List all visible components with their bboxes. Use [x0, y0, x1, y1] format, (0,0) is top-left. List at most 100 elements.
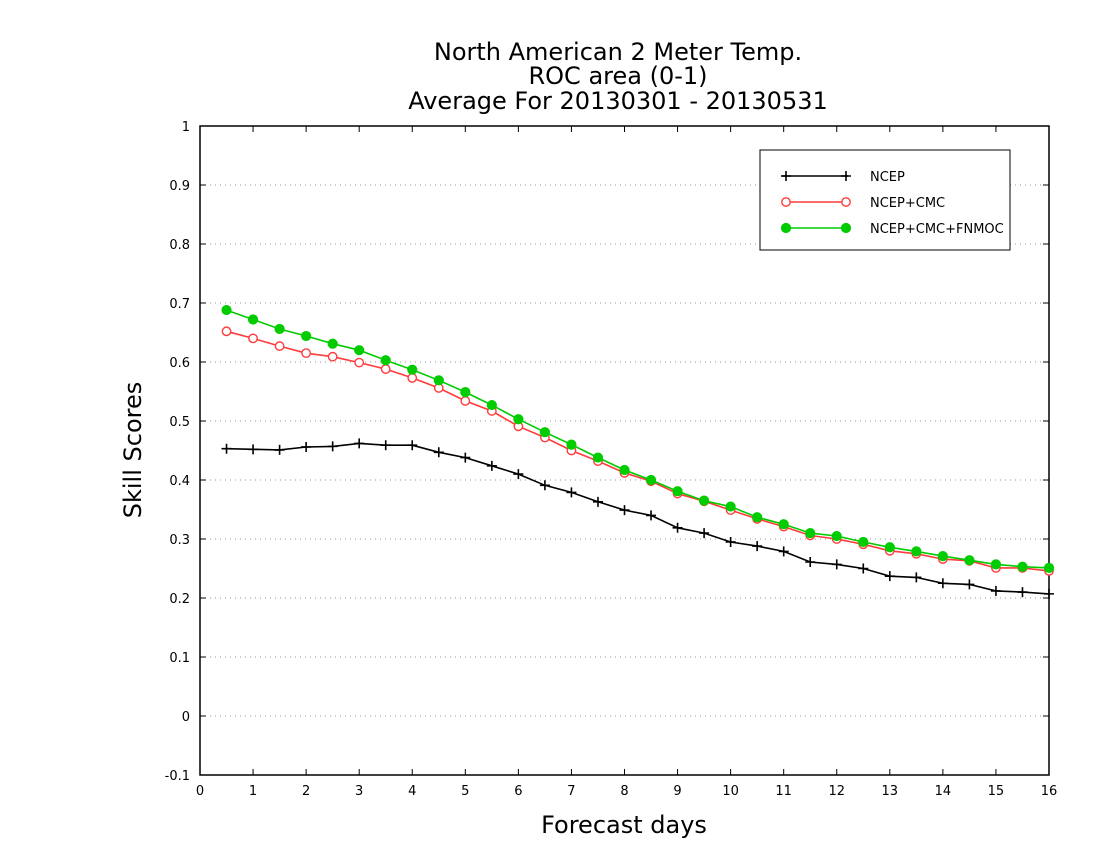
legend-label-ncep-cmc-fnmoc: NCEP+CMC+FNMOC	[870, 222, 1004, 237]
chart-title-line-1: North American 2 Meter Temp.	[434, 38, 802, 66]
data-point-ncep-cmc-fnmoc	[858, 536, 869, 548]
data-point-ncep	[221, 443, 232, 454]
y-tick-label: 0	[182, 710, 190, 725]
data-point-ncep-cmc-fnmoc	[698, 495, 710, 506]
data-point-ncep-cmc-fnmoc	[725, 501, 736, 512]
legend-entries: NCEP NCEP+CMC NCEP+CMC+FNMOC	[780, 170, 1004, 237]
y-tick-label: 0.7	[169, 297, 190, 312]
y-tick-label: 0.6	[169, 356, 190, 371]
data-point-ncep	[274, 444, 285, 455]
data-point-ncep-cmc-fnmoc	[619, 464, 630, 476]
axis-ticks: -0.100.10.20.30.40.50.60.70.80.910 1 2 3 4 5 6…	[165, 120, 1058, 799]
data-point-ncep	[964, 579, 975, 590]
data-point-ncep	[672, 522, 683, 533]
data-point-ncep-cmc-fnmoc	[831, 530, 842, 542]
data-point-ncep-cmc-fnmoc	[990, 559, 1002, 570]
data-point-ncep-cmc-fnmoc	[247, 314, 259, 325]
y-tick-label: 0.5	[169, 415, 190, 430]
x-tick-label: 16	[1041, 784, 1058, 799]
data-point-ncep-cmc-fnmoc	[1043, 562, 1055, 574]
legend-marker-ncep-cmc-fnmoc	[780, 222, 792, 234]
series-line-ncep-cmc	[226, 330, 1050, 572]
series-line-ncep-cmc-fnmoc	[226, 309, 1050, 569]
chart-title-line-2: ROC area (0-1)	[528, 62, 707, 90]
data-point-ncep-cmc-fnmoc	[937, 551, 948, 562]
x-tick-label: 14	[935, 784, 952, 799]
y-tick-label: 1	[182, 120, 190, 135]
series-ncep-cmc-fnmoc	[221, 304, 1055, 574]
legend-marker-ncep	[781, 171, 791, 181]
series-lines	[221, 304, 1055, 599]
data-point-ncep	[911, 572, 922, 583]
data-point-ncep	[592, 496, 603, 507]
data-point-ncep-cmc-fnmoc	[460, 386, 471, 398]
data-point-ncep	[486, 460, 497, 471]
data-point-ncep-cmc-fnmoc	[354, 345, 365, 356]
data-point-ncep-cmc-fnmoc	[433, 375, 444, 386]
data-point-ncep-cmc-fnmoc	[274, 323, 285, 335]
data-point-ncep-cmc-fnmoc	[380, 355, 391, 366]
data-point-ncep	[778, 546, 789, 557]
legend: NCEP NCEP+CMC NCEP+CMC+FNMOC	[759, 149, 1011, 251]
series-ncep-cmc	[221, 326, 1054, 576]
legend-label-ncep: NCEP	[870, 170, 905, 185]
data-point-ncep-cmc-fnmoc	[327, 338, 338, 349]
data-point-ncep	[301, 441, 312, 452]
x-tick-label: 7	[567, 784, 575, 799]
x-tick-label: 3	[355, 784, 363, 799]
x-tick-label: 2	[302, 784, 310, 799]
data-point-ncep	[725, 536, 736, 547]
series-ncep	[221, 438, 1054, 599]
data-point-ncep-cmc	[221, 326, 232, 337]
data-point-ncep-cmc-fnmoc	[566, 439, 577, 450]
grid-lines	[200, 184, 1049, 717]
data-point-ncep	[646, 510, 657, 521]
data-point-ncep	[433, 447, 444, 458]
y-tick-label: 0.2	[169, 592, 190, 607]
x-tick-label: 12	[828, 784, 845, 799]
y-tick-label: 0.4	[169, 474, 190, 489]
data-point-ncep-cmc-fnmoc	[672, 486, 683, 497]
data-point-ncep	[884, 571, 895, 582]
legend-marker-ncep-cmc	[781, 197, 791, 207]
data-point-ncep-cmc	[354, 357, 365, 368]
x-tick-label: 5	[461, 784, 469, 799]
legend-entry-ncep-cmc: NCEP+CMC	[781, 196, 945, 211]
x-tick-label: 8	[620, 784, 628, 799]
legend-label-ncep-cmc: NCEP+CMC	[870, 196, 945, 211]
legend-marker-ncep-cmc-fnmoc	[840, 222, 852, 234]
x-tick-label: 11	[775, 784, 792, 799]
legend-entry-ncep-cmc-fnmoc: NCEP+CMC+FNMOC	[780, 222, 1004, 237]
data-point-ncep	[566, 487, 577, 498]
data-point-ncep	[858, 563, 869, 574]
data-point-ncep-cmc	[407, 373, 418, 383]
x-axis-title: Forecast days	[541, 811, 707, 839]
data-point-ncep-cmc	[301, 348, 312, 359]
data-point-ncep	[1044, 588, 1054, 599]
y-tick-label: -0.1	[165, 769, 190, 784]
legend-entry-ncep: NCEP	[781, 170, 905, 185]
data-point-ncep	[380, 440, 391, 451]
data-point-ncep	[699, 528, 710, 539]
legend-box	[759, 149, 1011, 251]
data-point-ncep	[1017, 587, 1028, 598]
data-point-ncep	[460, 452, 471, 463]
data-point-ncep	[248, 444, 259, 455]
data-point-ncep	[937, 578, 948, 589]
x-tick-label: 0	[196, 784, 204, 799]
data-point-ncep-cmc-fnmoc	[407, 364, 418, 375]
data-point-ncep-cmc-fnmoc	[221, 304, 232, 316]
data-point-ncep-cmc-fnmoc	[539, 427, 551, 438]
y-tick-label: 0.3	[169, 533, 190, 548]
data-point-ncep-cmc	[380, 364, 391, 374]
data-point-ncep-cmc-fnmoc	[1017, 561, 1028, 572]
x-tick-label: 1	[249, 784, 257, 799]
data-point-ncep-cmc-fnmoc	[486, 399, 497, 411]
x-tick-label: 10	[722, 784, 739, 799]
data-point-ncep-cmc-fnmoc	[513, 414, 524, 425]
data-point-ncep	[990, 585, 1001, 596]
data-point-ncep-cmc-fnmoc	[645, 474, 657, 486]
y-axis-title: Skill Scores	[119, 382, 147, 519]
data-point-ncep	[327, 441, 338, 452]
x-tick-label: 9	[673, 784, 681, 799]
